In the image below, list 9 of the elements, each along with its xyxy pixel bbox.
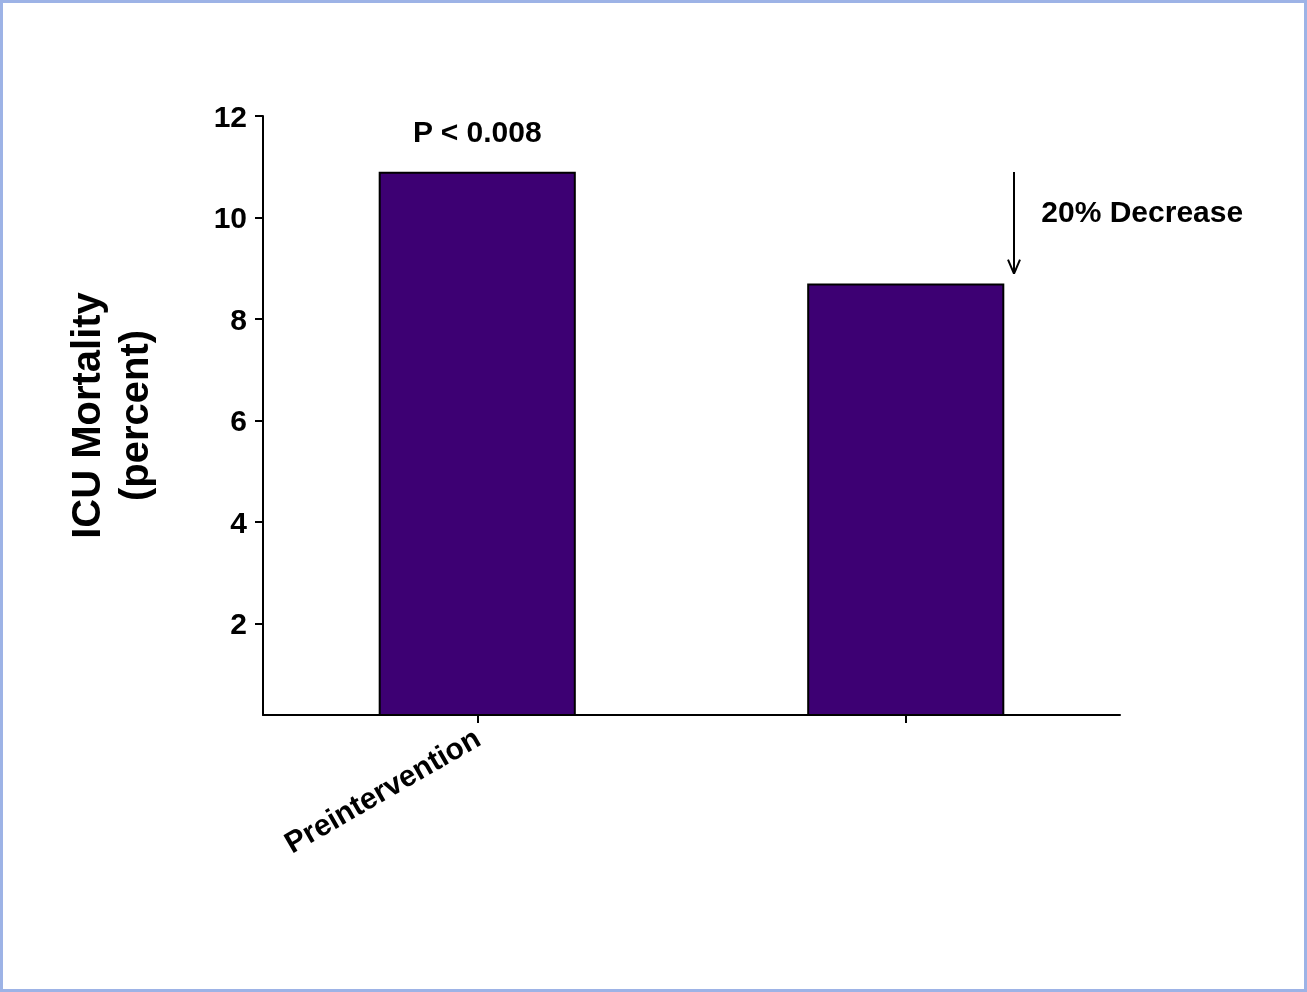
y-axis-title: ICU Mortality (percent) <box>64 291 156 539</box>
y-tick-label: 10 <box>213 201 247 235</box>
y-tick-label: 4 <box>230 505 248 539</box>
y-tick-label: 8 <box>230 302 247 336</box>
annotation: 20% Decrease <box>1041 194 1244 228</box>
y-tick-label: 2 <box>230 607 247 641</box>
y-tick-label: 12 <box>213 99 247 133</box>
y-tick-label: 6 <box>230 404 247 438</box>
annotation: P < 0.008 <box>412 114 542 148</box>
